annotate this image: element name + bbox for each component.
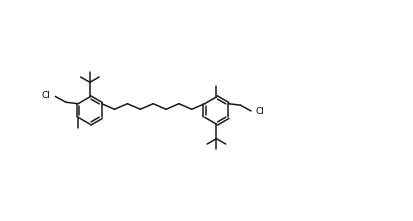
Text: Cl: Cl — [256, 107, 265, 116]
Text: Cl: Cl — [42, 91, 50, 100]
